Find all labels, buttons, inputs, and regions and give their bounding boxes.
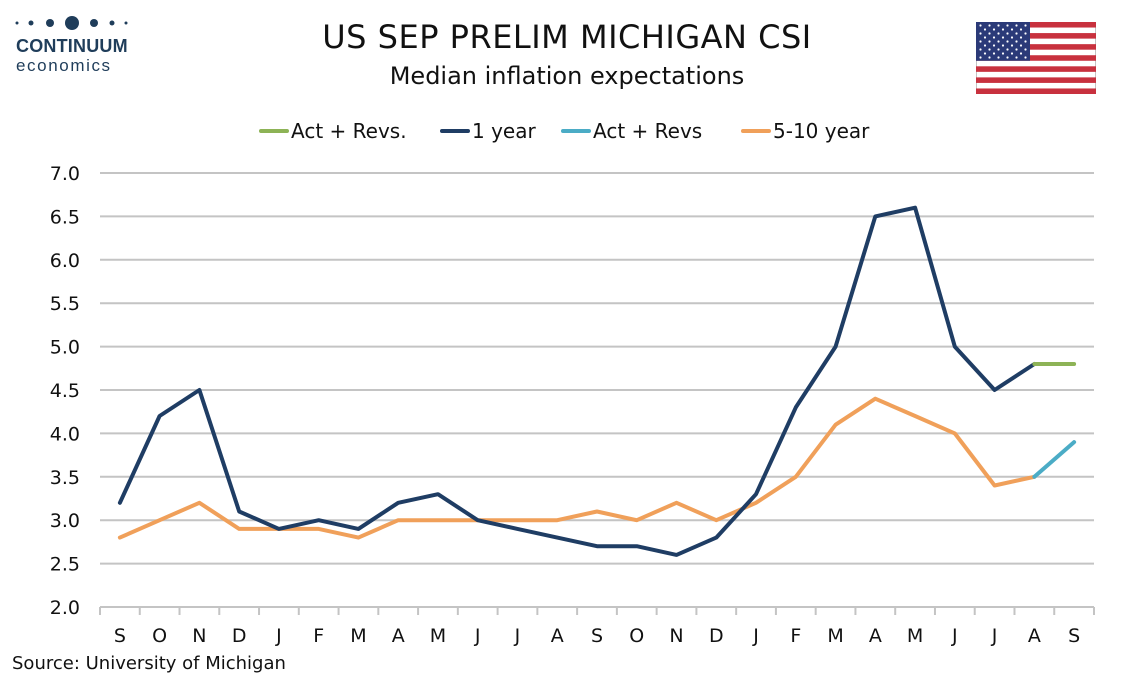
y-tick-label: 5.0 <box>50 337 80 359</box>
x-tick-label: J <box>752 625 759 647</box>
x-axis <box>99 606 1095 615</box>
legend-swatch-act-revs-1y <box>259 129 289 133</box>
legend-label-act-revs-5-10: Act + Revs <box>593 119 703 143</box>
x-tick-label: O <box>152 625 167 647</box>
x-tick-label: F <box>790 625 801 647</box>
x-tick-label: J <box>991 625 998 647</box>
logo-name: CONTINUUM <box>16 36 128 56</box>
x-tick-label: S <box>114 625 126 647</box>
x-tick-label: S <box>591 625 603 647</box>
logo-dots-icon <box>15 16 128 30</box>
y-axis-tick-labels: 2.0 2.5 3.0 3.5 4.0 4.5 5.0 5.5 6.0 6.5 7.0 <box>50 163 80 619</box>
legend-label-1-year: 1 year <box>472 119 536 143</box>
chart-title: US SEP PRELIM MICHIGAN CSI <box>322 18 812 56</box>
legend-swatch-1-year <box>440 129 470 133</box>
series-line-5-10-year-3 <box>117 396 1037 540</box>
logo-subtitle: economics <box>16 56 112 75</box>
x-tick-label: J <box>951 625 958 647</box>
x-tick-label: D <box>709 625 724 647</box>
x-tick-label: O <box>629 625 644 647</box>
x-tick-label: J <box>514 625 521 647</box>
gridlines <box>100 172 1094 565</box>
legend-label-act-revs-1y: Act + Revs. <box>291 119 407 143</box>
us-flag-icon <box>976 22 1096 94</box>
x-tick-label: M <box>350 625 366 647</box>
source-note: Source: University of Michigan <box>12 653 286 674</box>
x-tick-label: A <box>392 625 405 647</box>
x-tick-label: J <box>474 625 481 647</box>
x-tick-label: A <box>1028 625 1041 647</box>
continuum-logo: CONTINUUM economics <box>14 14 144 75</box>
legend-swatch-act-revs-5-10 <box>561 129 591 133</box>
x-tick-label: D <box>232 625 247 647</box>
y-tick-label: 6.5 <box>50 206 80 228</box>
x-tick-label: J <box>275 625 282 647</box>
x-tick-label: A <box>869 625 882 647</box>
y-tick-label: 3.0 <box>50 510 80 532</box>
x-tick-label: N <box>192 625 206 647</box>
y-tick-label: 5.5 <box>50 293 80 315</box>
y-tick-label: 4.0 <box>50 423 80 445</box>
series-line-act-revs-2 <box>1032 440 1077 479</box>
series-line-1-year-1 <box>117 205 1037 557</box>
y-tick-label: 7.0 <box>50 163 80 185</box>
y-tick-label: 2.0 <box>50 597 80 619</box>
legend-label-5-10-year: 5-10 year <box>773 119 870 143</box>
legend: Act + Revs. 1 year Act + Revs 5-10 year <box>0 118 1134 144</box>
x-tick-label: M <box>827 625 843 647</box>
series-lines <box>117 205 1077 557</box>
y-tick-label: 4.5 <box>50 380 80 402</box>
x-tick-label: N <box>669 625 683 647</box>
x-tick-label: S <box>1068 625 1080 647</box>
x-tick-label: M <box>430 625 446 647</box>
x-tick-label: A <box>551 625 564 647</box>
legend-swatch-5-10-year <box>741 129 771 133</box>
chart-subtitle: Median inflation expectations <box>389 62 745 90</box>
y-tick-label: 2.5 <box>50 554 80 576</box>
y-tick-label: 3.5 <box>50 467 80 489</box>
y-tick-label: 6.0 <box>50 250 80 272</box>
x-tick-label: M <box>907 625 923 647</box>
x-tick-label: F <box>313 625 324 647</box>
